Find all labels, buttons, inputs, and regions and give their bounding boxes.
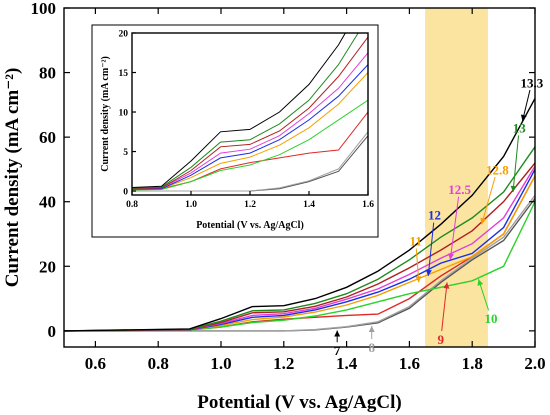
plot-frame xyxy=(63,7,536,348)
x-axis-title: Potential (V vs. Ag/AgCl) xyxy=(197,392,401,413)
annotation-label: 9 xyxy=(438,332,445,347)
series-line-12 xyxy=(63,169,536,332)
annotation-arrowhead xyxy=(443,282,450,289)
series-line-11 xyxy=(63,175,536,332)
series-line-13-3 xyxy=(63,98,536,332)
annotation-arrowhead xyxy=(368,326,375,333)
series-layer xyxy=(63,98,536,332)
highlight-band xyxy=(425,8,488,347)
annotation-arrow xyxy=(481,176,496,225)
x-tick-label: 2.0 xyxy=(524,354,545,373)
inset-series-line-12 xyxy=(132,63,368,190)
inset-series-line-13-3 xyxy=(132,33,346,188)
inset-x-tick-label: 1.6 xyxy=(362,200,374,210)
inset-layer: 0.8 1.0 1.2 1.4 1.6 0 5 10 15 20 xyxy=(91,24,379,238)
inset-y-tick-label: 5 xyxy=(123,148,128,158)
y-tick-label: 40 xyxy=(39,193,56,212)
annotation-arrowhead xyxy=(480,217,487,225)
annotation-label: 11 xyxy=(410,233,422,248)
series-line-12-8 xyxy=(63,162,536,332)
inset-x-tick-label: 0.8 xyxy=(126,200,138,210)
inset-series-line-12-8 xyxy=(132,36,368,190)
annotation-label: 13 xyxy=(513,120,527,135)
highlight-band-layer xyxy=(425,8,488,347)
annotation-arrowhead xyxy=(520,114,527,121)
inset-x-tick-label: 1.4 xyxy=(303,200,315,210)
inset-y-tick-label: 10 xyxy=(119,109,129,119)
inset-y-axis-title: Current density (mA cm⁻²) xyxy=(100,56,111,172)
x-tick-label: 1.8 xyxy=(462,354,483,373)
inset-y-tick-label: 0 xyxy=(123,188,128,198)
series-line-10 xyxy=(63,201,536,332)
inset-series-line-13 xyxy=(132,33,359,189)
inset-x-tick-label: 1.2 xyxy=(244,200,256,210)
inset-x-axis-title: Potential (V vs. Ag/AgCl) xyxy=(196,220,304,231)
y-tick-label: 20 xyxy=(39,257,56,276)
x-tick-label: 1.4 xyxy=(336,354,358,373)
series-line-8 xyxy=(64,194,536,332)
y-tick-label: 60 xyxy=(39,128,56,147)
annotation-arrowhead xyxy=(448,253,454,260)
inset-series-line-10 xyxy=(132,99,368,191)
x-tick-label: 1.2 xyxy=(273,354,294,373)
annotation-label: 10 xyxy=(485,311,498,326)
annotation-label: 12 xyxy=(428,208,441,223)
annotation-label: 12.8 xyxy=(486,162,509,177)
annotation-arrowhead xyxy=(334,330,341,337)
series-line-13 xyxy=(63,146,536,332)
inset-series-line-11 xyxy=(132,71,368,190)
annotation-label: 8 xyxy=(368,340,375,355)
annotation-label: 7 xyxy=(334,343,341,358)
x-tick-label: 1.6 xyxy=(399,354,420,373)
x-tick-label: 0.8 xyxy=(148,354,169,373)
annotation-arrowhead xyxy=(477,279,484,286)
y-tick-label: 80 xyxy=(39,64,56,83)
annotation-arrow xyxy=(449,196,460,260)
inset-series-layer xyxy=(132,33,368,192)
annotation-arrowhead xyxy=(510,185,517,193)
annotation-arrow xyxy=(427,222,435,277)
annotation-label: 13.3 xyxy=(520,75,543,90)
annotation-label: 12.5 xyxy=(448,182,471,197)
x-tick-label: 0.6 xyxy=(85,354,106,373)
inset-y-tick-label: 20 xyxy=(119,30,129,40)
x-tick-label: 1.0 xyxy=(210,354,231,373)
inset-series-line-8 xyxy=(132,130,368,192)
series-line-12-5 xyxy=(63,165,536,332)
y-tick-label: 0 xyxy=(48,322,57,341)
inset-x-tick-label: 1.0 xyxy=(185,200,197,210)
inset-y-tick-label: 15 xyxy=(119,69,129,79)
annotation-arrowhead xyxy=(415,276,422,283)
annotations-layer: 7 8 9 10 11 12 12.5 12.8 13 13.3 xyxy=(334,75,544,358)
annotation-arrow xyxy=(512,135,520,193)
inset-series-line-12-5 xyxy=(132,51,368,190)
annotation-arrowhead xyxy=(425,269,432,276)
y-axis-title: Current density (mA cm⁻²) xyxy=(2,68,23,288)
annotation-arrow xyxy=(441,282,448,332)
y-tick-label: 100 xyxy=(31,0,57,18)
